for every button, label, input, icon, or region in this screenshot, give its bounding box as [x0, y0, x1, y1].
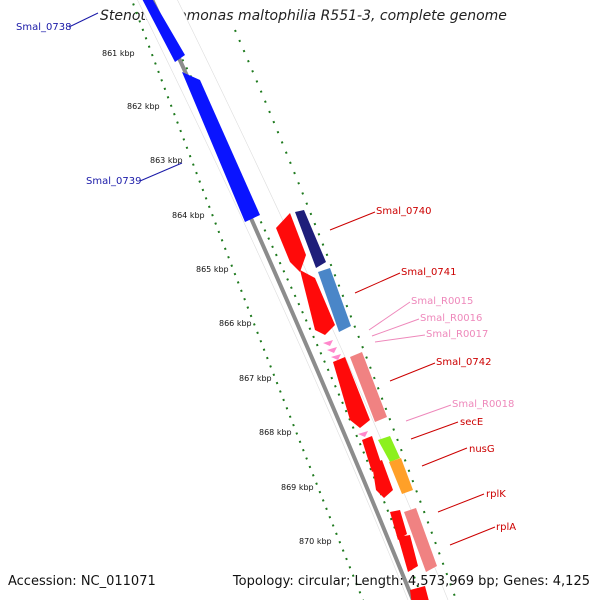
tick-label: 870 kbp [299, 537, 332, 546]
feature-rplK-outer[interactable] [404, 508, 437, 572]
genome-title: Stenotrophomonas maltophilia R551-3, com… [100, 8, 507, 24]
leader-line [410, 421, 459, 440]
tick-label: 868 kbp [259, 428, 292, 437]
leader-line [368, 301, 411, 331]
gene-smal-0742[interactable] [333, 357, 370, 428]
label-smal-r0015[interactable]: Smal_R0015 [411, 296, 473, 307]
rna-smal-r0017[interactable] [331, 354, 341, 360]
leader-line [68, 12, 99, 28]
label-smal-0738[interactable]: Smal_0738 [16, 22, 71, 33]
gene-next[interactable] [410, 586, 430, 600]
tick-label: 864 kbp [172, 211, 205, 220]
rna-smal-r0016[interactable] [327, 347, 337, 353]
feature-nusG-outer[interactable] [389, 458, 413, 494]
rna-smal-r0015[interactable] [323, 340, 333, 346]
label-rplA[interactable]: rplA [496, 522, 516, 533]
leader-line [374, 334, 426, 343]
gene-smal-0741[interactable] [300, 270, 335, 335]
gene-smal-0738[interactable] [140, 0, 185, 62]
leader-line [354, 272, 401, 294]
leader-line [389, 362, 436, 382]
leader-line [437, 493, 485, 513]
label-nusG[interactable]: nusG [469, 444, 495, 455]
label-secE[interactable]: secE [460, 417, 483, 428]
label-smal-0741[interactable]: Smal_0741 [401, 267, 456, 278]
gene-smal-0739[interactable] [182, 72, 260, 222]
label-smal-r0016[interactable]: Smal_R0016 [420, 313, 482, 324]
tick-label: 869 kbp [281, 483, 314, 492]
gene-rplK[interactable] [390, 510, 407, 540]
label-smal-r0018[interactable]: Smal_R0018 [452, 399, 514, 410]
leader-line [421, 447, 468, 467]
map-band [137, 0, 449, 600]
label-rplK[interactable]: rplK [486, 489, 506, 500]
label-smal-0739[interactable]: Smal_0739 [86, 176, 141, 187]
tick-label: 867 kbp [239, 374, 272, 383]
gene-smal-0740[interactable] [276, 213, 306, 272]
tick-label: 863 kbp [150, 156, 183, 165]
label-smal-r0017[interactable]: Smal_R0017 [426, 329, 488, 340]
leader-line [371, 318, 420, 337]
feature-0740-outer[interactable] [295, 210, 326, 268]
feature-0741-outer[interactable] [318, 268, 351, 332]
label-smal-0742[interactable]: Smal_0742 [436, 357, 491, 368]
feature-secE-outer[interactable] [378, 436, 400, 462]
leader-line [139, 162, 183, 182]
rna-smal-r0018[interactable] [358, 431, 368, 437]
tick-label: 862 kbp [127, 102, 160, 111]
tick-label: 861 kbp [102, 49, 135, 58]
accession-text: Accession: NC_011071 [8, 574, 156, 589]
leader-line [329, 211, 376, 231]
genome-summary-text: Topology: circular; Length: 4,573,969 bp… [232, 574, 590, 589]
gene-nusG[interactable] [372, 460, 393, 498]
feature-0742-outer[interactable] [350, 352, 387, 422]
label-smal-0740[interactable]: Smal_0740 [376, 206, 431, 217]
tick-label: 866 kbp [219, 319, 252, 328]
tick-label: 865 kbp [196, 265, 229, 274]
leader-line [449, 526, 496, 546]
gene-rplA[interactable] [398, 535, 418, 572]
leader-line [405, 404, 452, 422]
